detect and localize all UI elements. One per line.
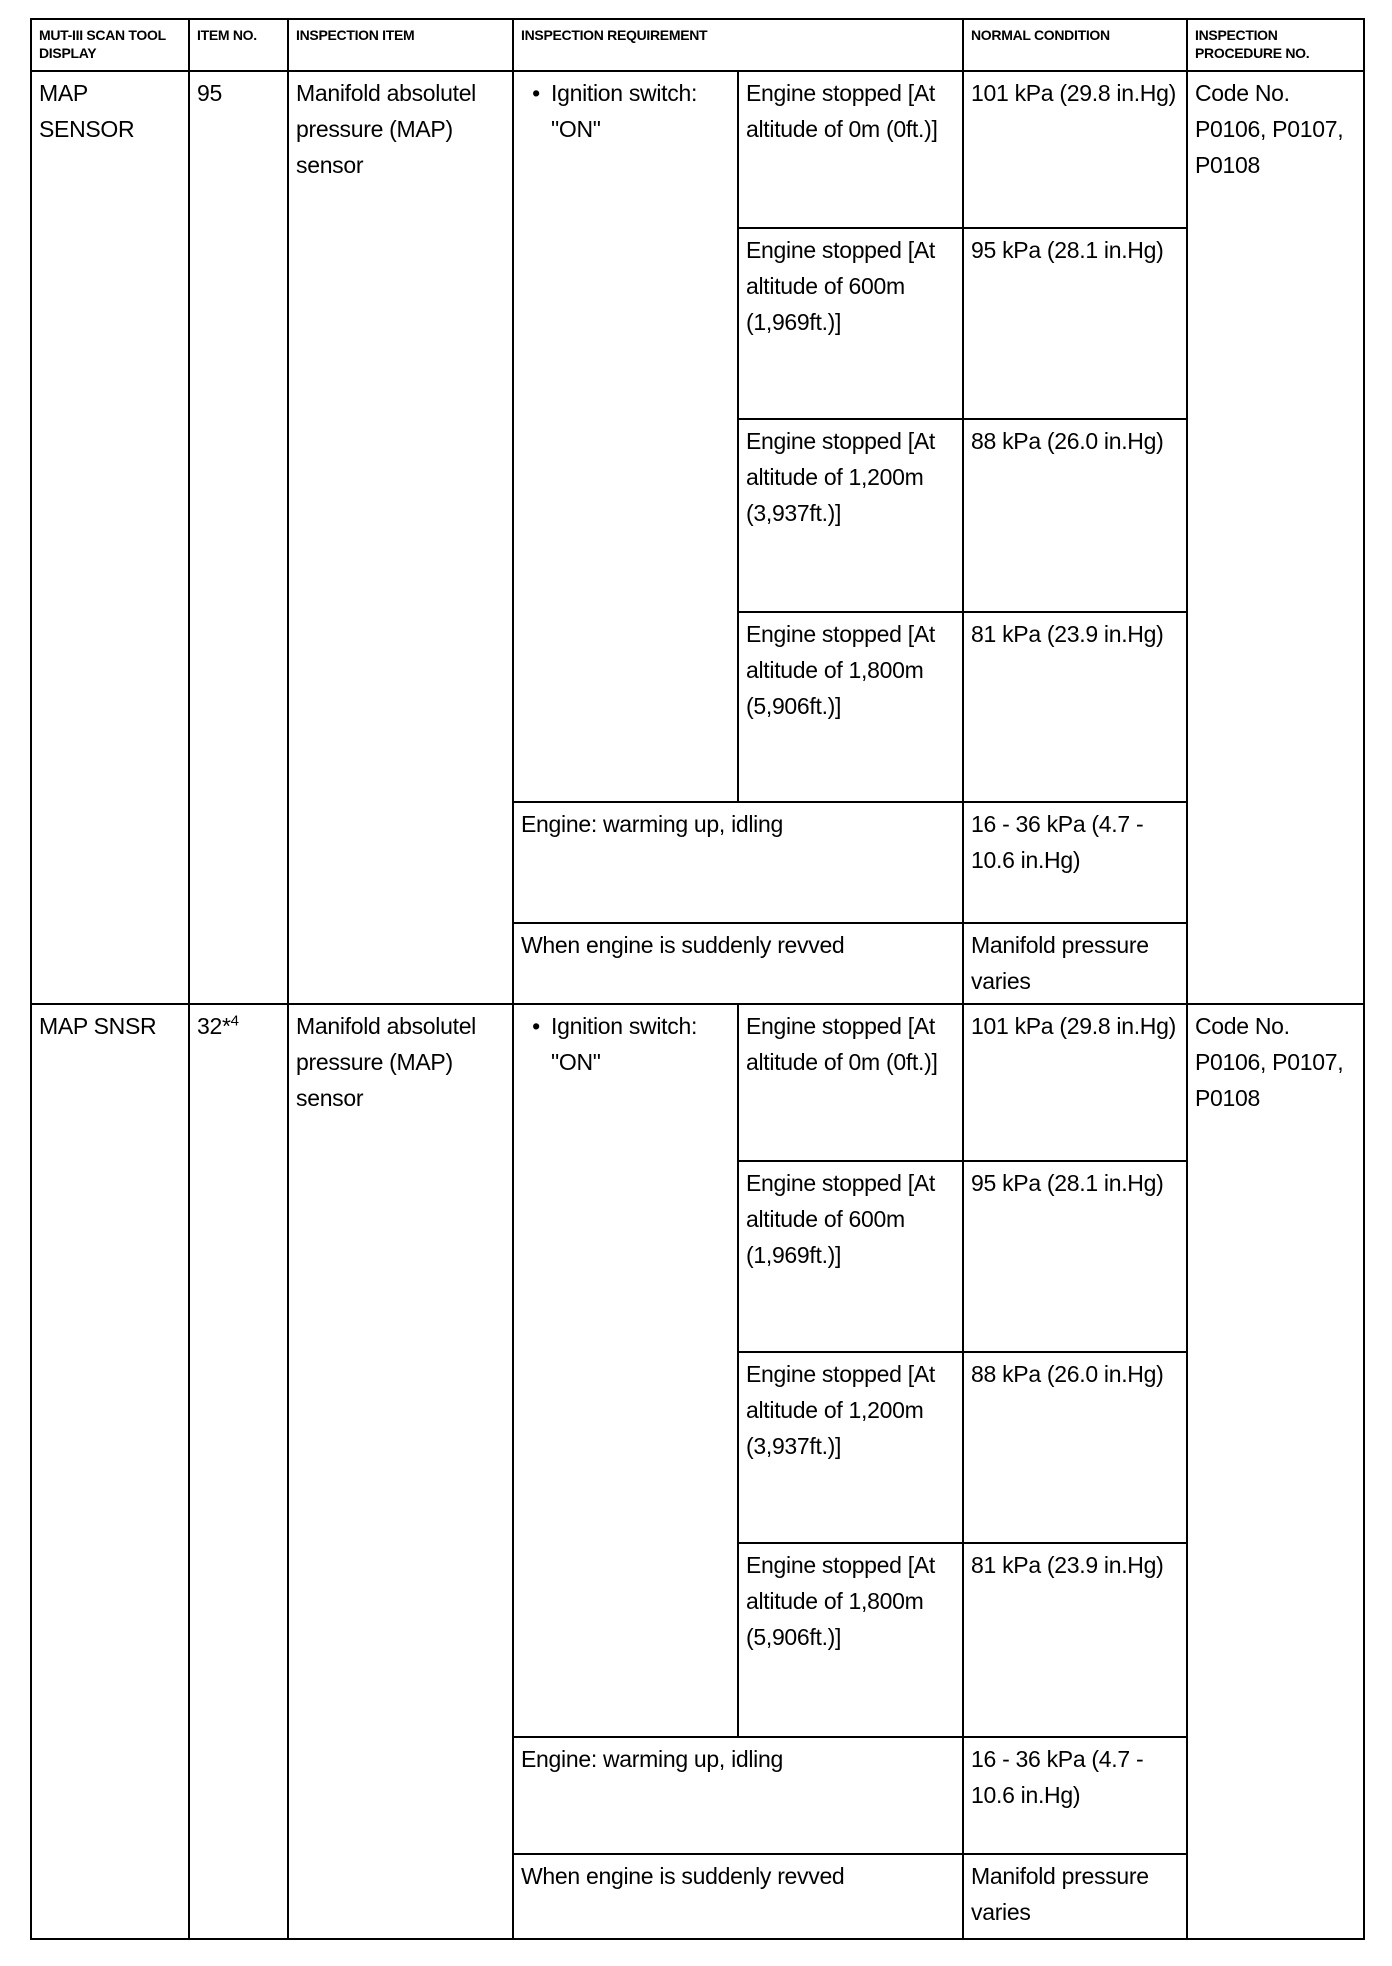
requirement: When engine is suddenly revved [512,922,964,1005]
table-row: Engine stopped [At altitude of 600m (1,9… [31,1160,1364,1353]
ignition-requirement: • Ignition switch: "ON" [512,1003,739,1738]
normal-condition: Manifold pressure varies [962,922,1188,1005]
altitude-condition: Engine stopped [At altitude of 1,800m (5… [737,611,964,803]
scan-tool-display: MAP SNSR [30,1003,190,1940]
altitude-condition: Engine stopped [At altitude of 600m (1,9… [737,227,964,420]
item-no: 32*4 [188,1003,289,1940]
table-row: MAP SNSR 32*4 Manifold absolutel pressure … [30,1003,1365,1940]
inspection-table: MUT-III SCAN TOOL DISPLAY ITEM NO. INSPE… [30,18,1365,1940]
ignition-text: Ignition switch: "ON" [551,1013,698,1075]
altitude-condition: Engine stopped [At altitude of 1,200m (3… [737,1351,964,1544]
header-inspection-requirement: INSPECTION REQUIREMENT [512,18,964,72]
procedure-no: Code No. P0106, P0107, P0108 [1186,1003,1365,1940]
altitude-condition: Engine stopped [At altitude of 1,200m (3… [737,418,964,613]
scan-tool-display: MAP SENSOR [30,70,190,1005]
altitude-condition: Engine stopped [At altitude of 0m (0ft.)… [737,70,964,229]
normal-condition: 16 - 36 kPa (4.7 - 10.6 in.Hg) [962,801,1188,924]
bullet-icon: • [532,80,540,106]
table-row: Engine stopped [At altitude of 1,800m (5… [31,1542,1364,1738]
item-no-footnote: 4 [230,1012,239,1030]
normal-condition: 81 kPa (23.9 in.Hg) [962,1542,1188,1738]
item-no: 95 [188,70,289,1005]
inspection-item: Manifold absolutel pressure (MAP) sensor [287,70,514,1005]
altitude-condition: Engine stopped [At altitude of 0m (0ft.)… [737,1003,964,1162]
normal-condition: 88 kPa (26.0 in.Hg) [962,1351,1188,1544]
bullet-icon: • [532,1013,540,1039]
table-row: Engine: warming up, idling 16 - 36 kPa (4… [31,801,1364,924]
altitude-condition: Engine stopped [At altitude of 1,800m (5… [737,1542,964,1738]
table-row: Engine: warming up, idling 16 - 36 kPa (4… [31,1736,1364,1855]
normal-condition: 101 kPa (29.8 in.Hg) [962,1003,1188,1162]
requirement: Engine: warming up, idling [512,801,964,924]
requirement: Engine: warming up, idling [512,1736,964,1855]
header-normal-condition: NORMAL CONDITION [962,18,1188,72]
normal-condition: 95 kPa (28.1 in.Hg) [962,1160,1188,1353]
table-row: Engine stopped [At altitude of 1,800m (5… [31,611,1364,803]
ignition-text: Ignition switch: "ON" [551,80,698,142]
normal-condition: Manifold pressure varies [962,1853,1188,1940]
table-row: MAP SENSOR 95 Manifold absolutel pressure … [30,70,1365,1005]
header-row: MUT-III SCAN TOOL DISPLAY ITEM NO. INSPE… [30,18,1365,72]
header-procedure-no: INSPECTION PROCEDURE NO. [1186,18,1365,72]
item-no-value: 32* [197,1013,231,1039]
inspection-item: Manifold absolutel pressure (MAP) sensor [287,1003,514,1940]
header-inspection-item: INSPECTION ITEM [287,18,514,72]
table-row: Engine stopped [At altitude of 1,200m (3… [31,418,1364,613]
header-display: MUT-III SCAN TOOL DISPLAY [30,18,190,72]
normal-condition: 95 kPa (28.1 in.Hg) [962,227,1188,420]
altitude-condition: Engine stopped [At altitude of 600m (1,9… [737,1160,964,1353]
item-no-value: 95 [197,80,222,106]
requirement: When engine is suddenly revved [512,1853,964,1940]
table-row: Engine stopped [At altitude of 1,200m (3… [31,1351,1364,1544]
header-item-no: ITEM NO. [188,18,289,72]
table-row: When engine is suddenly revved Manifold p… [31,922,1364,1005]
normal-condition: 81 kPa (23.9 in.Hg) [962,611,1188,803]
table-row: Engine stopped [At altitude of 600m (1,9… [31,227,1364,420]
normal-condition: 16 - 36 kPa (4.7 - 10.6 in.Hg) [962,1736,1188,1855]
normal-condition: 101 kPa (29.8 in.Hg) [962,70,1188,229]
table-row: When engine is suddenly revved Manifold p… [31,1853,1364,1940]
normal-condition: 88 kPa (26.0 in.Hg) [962,418,1188,613]
ignition-requirement: • Ignition switch: "ON" [512,70,739,803]
procedure-no: Code No. P0106, P0107, P0108 [1186,70,1365,1005]
